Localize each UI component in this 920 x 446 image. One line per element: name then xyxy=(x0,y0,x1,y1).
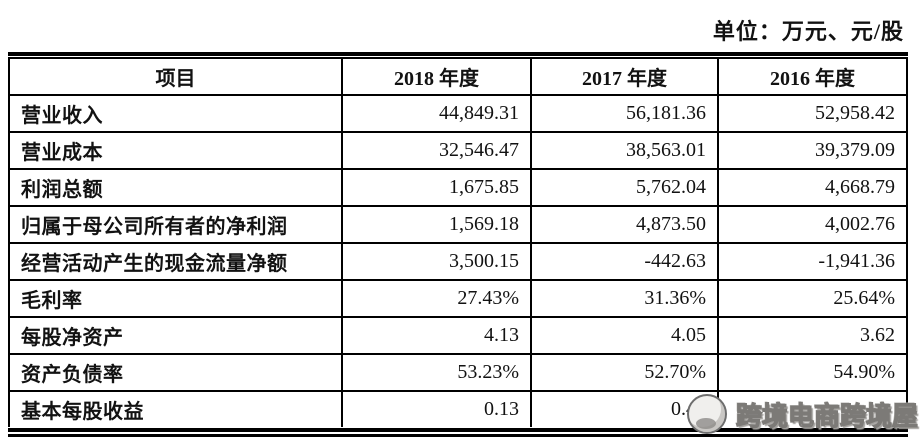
watermark-badge: 跨境电商跨境屋 xyxy=(687,393,919,435)
table-body: 营业收入 44,849.31 56,181.36 52,958.42 营业成本 … xyxy=(10,96,906,427)
table-row: 营业成本 32,546.47 38,563.01 39,379.09 xyxy=(10,133,906,170)
header-item-column: 项目 xyxy=(10,59,343,94)
table-row: 毛利率 27.43% 31.36% 25.64% xyxy=(10,281,906,318)
row-label: 基本每股收益 xyxy=(10,392,343,427)
header-year-2017: 2017 年度 xyxy=(532,59,719,94)
row-value-2018: 27.43% xyxy=(343,281,532,316)
table-row: 归属于母公司所有者的净利润 1,569.18 4,873.50 4,002.76 xyxy=(10,207,906,244)
row-value-2017: 4.05 xyxy=(532,318,719,353)
row-value-2016: -1,941.36 xyxy=(818,250,895,272)
row-value-2017: 4,873.50 xyxy=(532,207,719,242)
row-label: 归属于母公司所有者的净利润 xyxy=(10,207,343,242)
row-value-2018: 3,500.15 xyxy=(343,244,532,279)
watermark-text: 跨境电商跨境屋 xyxy=(735,400,919,431)
row-label: 经营活动产生的现金流量净额 xyxy=(10,244,343,279)
row-value-2016: 54.90% xyxy=(833,361,895,383)
row-value-2017: 38,563.01 xyxy=(532,133,719,168)
row-value-2017: 5,762.04 xyxy=(532,170,719,205)
header-year-2018: 2018 年度 xyxy=(343,59,532,94)
watermark-logo-icon xyxy=(687,394,727,434)
header-year-2016: 2016 年度 xyxy=(770,68,855,90)
row-value-2018: 4.13 xyxy=(343,318,532,353)
row-value-2016: 4,668.79 xyxy=(825,176,895,198)
row-value-2017: 56,181.36 xyxy=(532,96,719,131)
table-header-row: 项目 2018 年度 2017 年度 2016 年度 xyxy=(10,59,906,96)
row-value-2018: 1,569.18 xyxy=(343,207,532,242)
table-row: 营业收入 44,849.31 56,181.36 52,958.42 xyxy=(10,96,906,133)
row-label: 营业成本 xyxy=(10,133,343,168)
row-value-2017: -442.63 xyxy=(532,244,719,279)
row-label: 资产负债率 xyxy=(10,355,343,390)
row-value-2018: 32,546.47 xyxy=(343,133,532,168)
row-label: 营业收入 xyxy=(10,96,343,131)
row-value-2016: 39,379.09 xyxy=(815,139,895,161)
table-row: 资产负债率 53.23% 52.70% 54.90% xyxy=(10,355,906,392)
row-label: 利润总额 xyxy=(10,170,343,205)
row-label: 毛利率 xyxy=(10,281,343,316)
row-value-2017: 52.70% xyxy=(532,355,719,390)
row-value-2017: 31.36% xyxy=(532,281,719,316)
row-value-2018: 1,675.85 xyxy=(343,170,532,205)
row-value-2016: 25.64% xyxy=(833,287,895,309)
table-top-border xyxy=(8,52,908,59)
row-value-2018: 44,849.31 xyxy=(343,96,532,131)
table-row: 每股净资产 4.13 4.05 3.62 xyxy=(10,318,906,355)
table-row: 经营活动产生的现金流量净额 3,500.15 -442.63 -1,941.36 xyxy=(10,244,906,281)
row-value-2016: 4,002.76 xyxy=(825,213,895,235)
table-bottom-border xyxy=(8,428,908,437)
row-value-2018: 53.23% xyxy=(343,355,532,390)
financial-summary-table: 项目 2018 年度 2017 年度 2016 年度 营业收入 44,849.3… xyxy=(8,59,908,427)
row-value-2016: 52,958.42 xyxy=(815,102,895,124)
row-value-2018: 0.13 xyxy=(343,392,532,427)
unit-label: 单位：万元、元/股 xyxy=(712,19,904,44)
table-row: 利润总额 1,675.85 5,762.04 4,668.79 xyxy=(10,170,906,207)
row-label: 每股净资产 xyxy=(10,318,343,353)
row-value-2016: 3.62 xyxy=(860,324,895,346)
